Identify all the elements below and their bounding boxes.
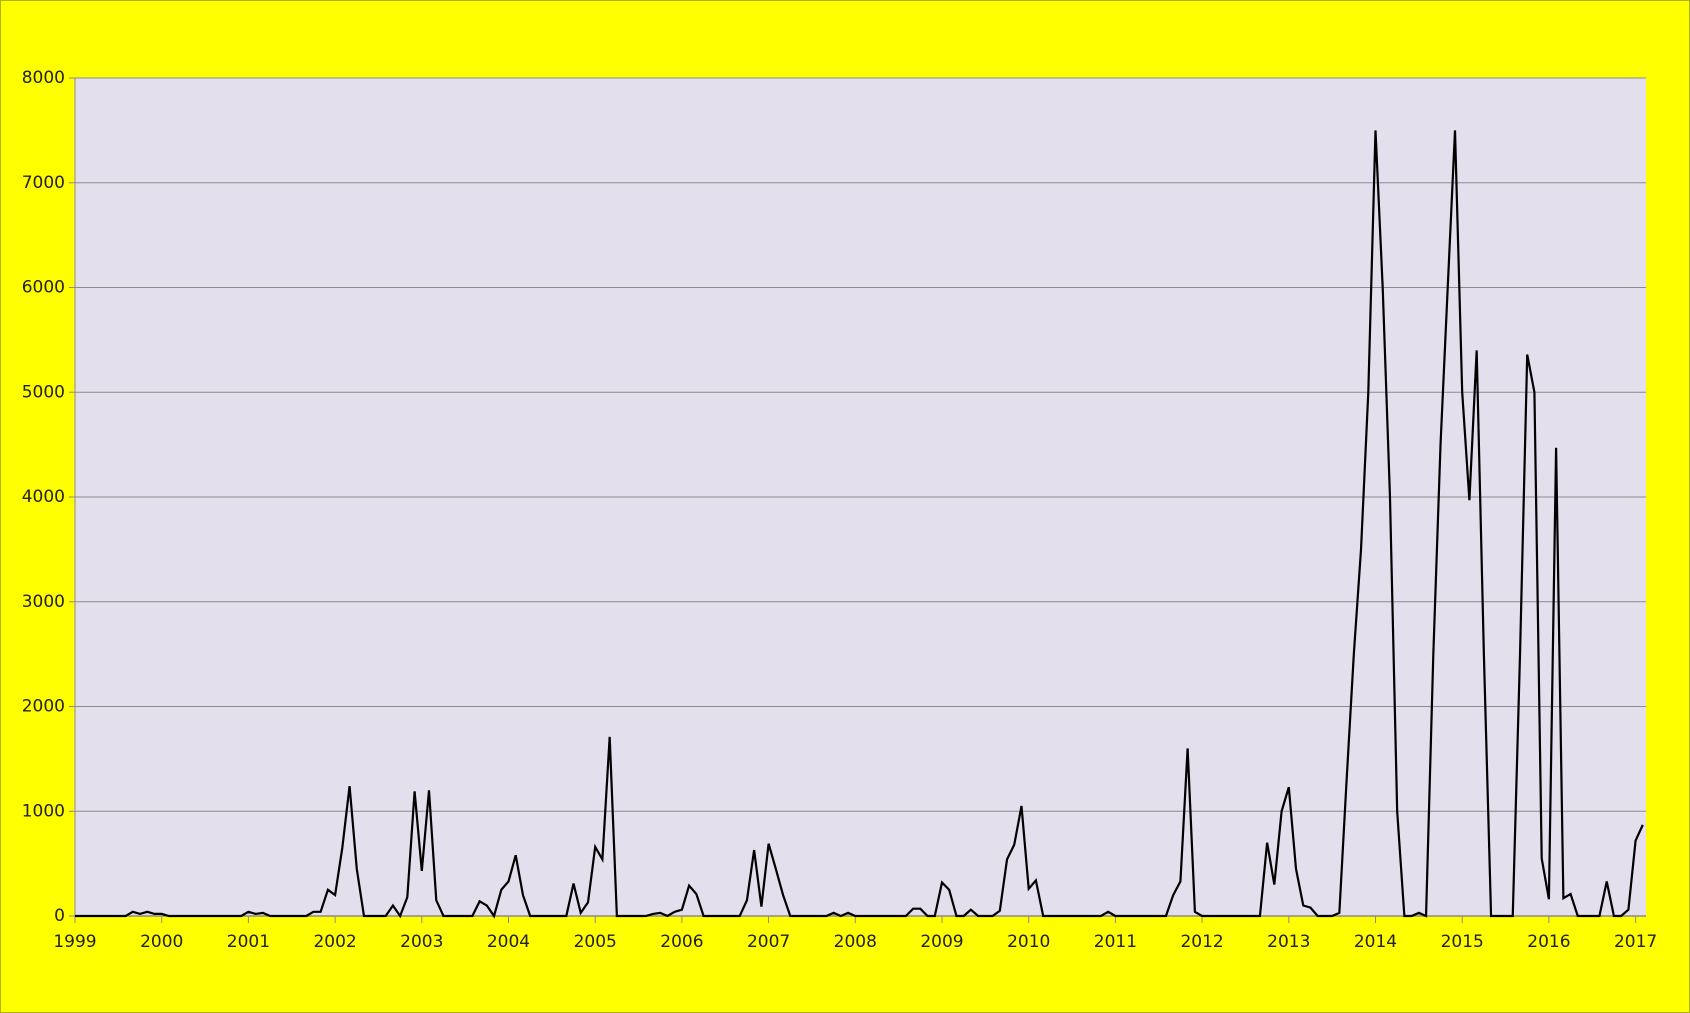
y-tick-label: 6000 [22, 278, 65, 298]
x-tick-label: 2012 [1180, 932, 1223, 952]
x-tick-label: 2007 [747, 932, 790, 952]
x-tick-label: 2006 [660, 932, 703, 952]
x-tick-label: 1999 [53, 932, 96, 952]
data-line [75, 130, 1644, 919]
x-tick-label: 2015 [1441, 932, 1484, 952]
y-tick-label: 7000 [22, 173, 65, 193]
x-tick-label: 2009 [920, 932, 963, 952]
y-tick-label: 4000 [22, 487, 65, 507]
y-tick-label: 0 [54, 906, 65, 926]
y-tick-label: 1000 [22, 801, 65, 821]
x-tick-label: 2000 [140, 932, 183, 952]
x-tick-label: 2011 [1094, 932, 1137, 952]
y-tick-label: 2000 [22, 697, 65, 717]
x-tick-label: 2005 [574, 932, 617, 952]
x-tick-label: 2001 [227, 932, 270, 952]
y-tick-label: 3000 [22, 592, 65, 612]
x-tick-label: 2017 [1614, 932, 1657, 952]
x-tick-label: 2002 [313, 932, 356, 952]
y-tick-label: 5000 [22, 382, 65, 402]
x-tick-label: 2016 [1527, 932, 1570, 952]
x-tick-label: 2003 [400, 932, 443, 952]
x-tick-label: 2010 [1007, 932, 1050, 952]
x-tick-label: 2004 [487, 932, 530, 952]
y-tick-label: 8000 [22, 68, 65, 88]
x-tick-label: 2008 [834, 932, 877, 952]
x-tick-label: 2014 [1354, 932, 1397, 952]
x-tick-label: 2013 [1267, 932, 1310, 952]
